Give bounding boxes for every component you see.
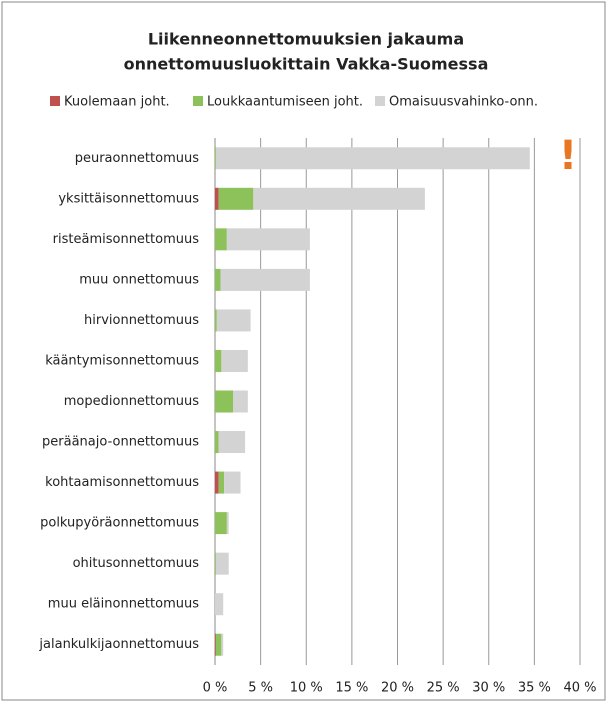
bar-segment — [221, 633, 224, 656]
bar-segment — [215, 147, 530, 170]
x-tick-label: 15 % — [335, 681, 368, 696]
legend-label: Loukkaantumiseen joht. — [207, 95, 363, 110]
bar-segment — [215, 512, 227, 535]
x-tick-label: 20 % — [381, 681, 414, 696]
bar-segment — [220, 268, 310, 291]
x-tick-label: 5 % — [248, 681, 273, 696]
y-tick-label: mopedionnettomuus — [64, 394, 199, 409]
bar-segment — [215, 187, 219, 210]
y-tick-label: hirvionnettomuus — [84, 313, 199, 328]
x-tick-label: 25 % — [427, 681, 460, 696]
bar-segment — [218, 471, 225, 494]
legend-swatch — [375, 96, 385, 106]
bar-segment — [215, 147, 216, 170]
bar-segment — [215, 593, 224, 616]
bar-segment — [215, 552, 229, 575]
x-tick-label: 10 % — [290, 681, 323, 696]
x-tick-label: 40 % — [563, 681, 596, 696]
bar-segment — [221, 349, 248, 372]
y-tick-label: kohtaamisonnettomuus — [45, 475, 199, 490]
bar-segment — [215, 349, 222, 372]
legend-swatch — [50, 96, 60, 106]
bar-segment — [215, 431, 219, 454]
bar-segment — [224, 471, 241, 494]
bar-segment — [215, 552, 216, 575]
bar-segment — [226, 228, 310, 251]
y-tick-label: kääntymisonnettomuus — [45, 353, 199, 368]
y-tick-label: peuraonnettomuus — [75, 151, 200, 166]
bar-segment — [215, 633, 222, 656]
x-tick-label: 30 % — [472, 681, 505, 696]
y-tick-label: risteämisonnettomuus — [53, 232, 200, 247]
annotation: ! — [559, 133, 577, 179]
legend-swatch — [193, 96, 203, 106]
legend-label: Omaisuusvahinko-onn. — [389, 95, 538, 110]
x-tick-label: 35 % — [518, 681, 551, 696]
y-tick-label: ohitusonnettomuus — [73, 556, 200, 571]
bar-segment — [215, 309, 217, 332]
y-tick-label: muu onnettomuus — [79, 272, 199, 287]
bar-segment — [215, 268, 221, 291]
bar-segment — [215, 228, 227, 251]
y-tick-label: polkupyöräonnettomuus — [40, 516, 199, 531]
bar-segment — [218, 187, 254, 210]
y-tick-label: muu eläinonnettomuus — [48, 597, 199, 612]
chart-subtitle: onnettomuusluokittain Vakka-Suomessa — [124, 55, 489, 74]
bar-segment — [215, 471, 219, 494]
y-tick-label: peräänajo-onnettomuus — [42, 435, 199, 450]
bar-segment — [215, 390, 234, 413]
bar-segment — [216, 309, 251, 332]
bar-segment — [253, 187, 425, 210]
bar-segment — [226, 512, 229, 535]
legend-label: Kuolemaan joht. — [64, 95, 170, 110]
bar-segment — [218, 431, 246, 454]
chart-title: Liikenneonnettomuuksien jakauma — [148, 30, 464, 49]
x-tick-label: 0 % — [203, 681, 228, 696]
bar-segment — [215, 633, 216, 656]
y-tick-label: yksittäisonnettomuus — [58, 191, 199, 206]
bar-segment — [233, 390, 248, 413]
y-tick-label: jalankulkijaonnettomuus — [38, 637, 199, 652]
